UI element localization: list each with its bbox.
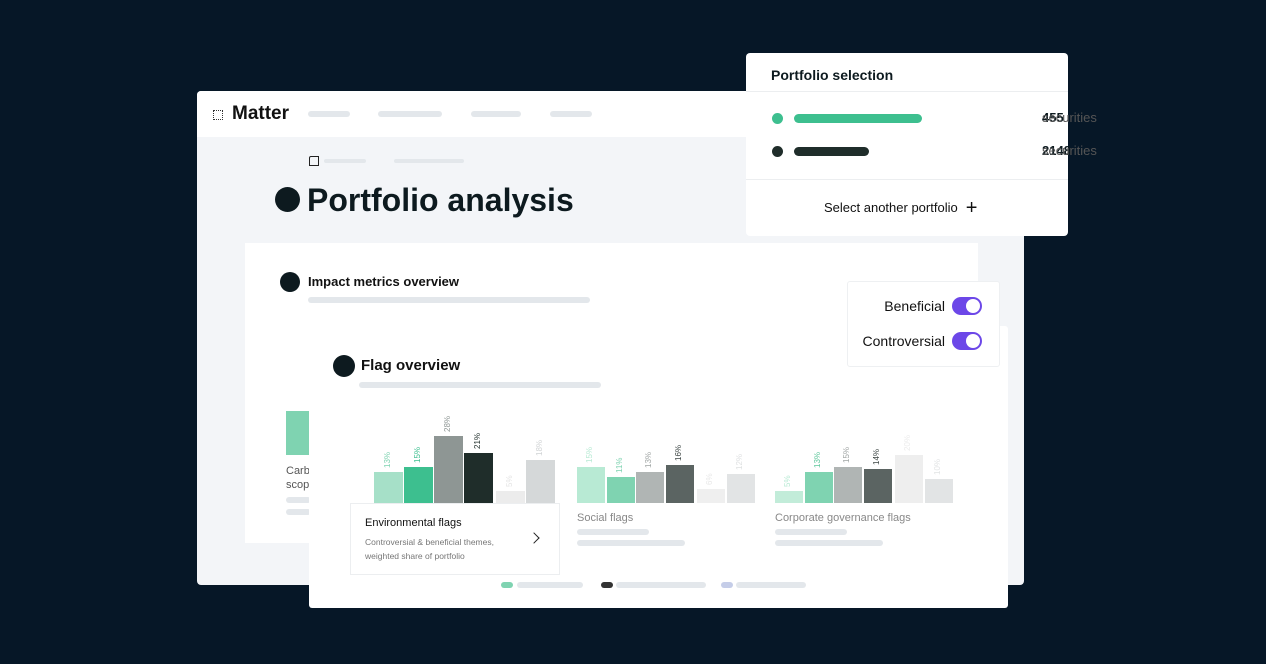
group-description: Controversial & beneficial themes, weigh… — [365, 537, 494, 561]
nav-placeholder — [471, 111, 521, 117]
plus-icon[interactable]: + — [965, 197, 978, 219]
placeholder — [359, 382, 601, 388]
flag-title: Flag overview — [361, 357, 461, 374]
unit: securities — [1042, 110, 1097, 125]
pager-dots[interactable] — [601, 582, 613, 588]
toggle-label: Beneficial — [884, 298, 945, 314]
bar — [636, 471, 664, 503]
pager-dots[interactable] — [721, 582, 733, 588]
legend-dot — [772, 113, 783, 124]
env-card — [350, 503, 560, 575]
breadcrumb — [324, 159, 366, 163]
bar-label: 13% — [812, 451, 822, 468]
bar — [834, 467, 862, 503]
bar — [606, 476, 635, 503]
toggle-label: Controversial — [862, 333, 945, 349]
placeholder — [775, 529, 847, 535]
nav-placeholder — [308, 111, 350, 117]
group-name: Corporate governance flags — [775, 512, 911, 524]
bar-label: 13% — [382, 451, 392, 468]
portfolio-card: Portfolio selection Select another portf… — [746, 53, 1097, 236]
bar — [496, 491, 525, 503]
bar-label: 14% — [871, 449, 881, 466]
portfolio-bar — [794, 114, 922, 123]
nav-placeholder — [378, 111, 442, 117]
flag-card: Flag overview 13% 15% 28% 21% 5% 18% Environme… — [309, 326, 1008, 608]
toggle[interactable] — [952, 332, 982, 350]
placeholder — [577, 529, 649, 535]
divider — [746, 179, 1068, 180]
bar-label: 13% — [644, 451, 653, 468]
bar-label: 16% — [673, 444, 683, 461]
bar — [404, 467, 433, 503]
bar — [697, 488, 725, 503]
bar-label: 15% — [842, 446, 851, 463]
bar — [726, 474, 755, 503]
truncated-text: Carb — [286, 465, 310, 477]
group-name: Environmental flags — [365, 517, 462, 529]
title-icon — [275, 187, 300, 212]
toggle[interactable] — [952, 297, 982, 315]
legend-dot — [772, 146, 783, 157]
count: 455 — [1042, 110, 1064, 125]
bar — [775, 491, 803, 503]
bar-label: 5% — [783, 475, 792, 487]
bar-label: 12% — [734, 454, 744, 471]
select-label[interactable]: Select another portfolio — [824, 200, 958, 215]
bar-label: 5% — [504, 475, 514, 487]
bar — [374, 471, 403, 503]
brand: Matter — [232, 103, 290, 124]
placeholder — [286, 509, 311, 515]
bar-label: 20% — [903, 434, 912, 451]
nav-placeholder — [550, 111, 592, 117]
bar — [577, 467, 605, 503]
count: 2148 — [1042, 143, 1071, 158]
placeholder — [308, 297, 590, 303]
bar — [526, 459, 555, 503]
pager — [616, 582, 706, 588]
bar — [804, 471, 833, 503]
home-icon — [309, 156, 319, 166]
bar-label: 15% — [585, 446, 594, 463]
bar-label: 10% — [932, 458, 942, 475]
bar-label: 15% — [412, 446, 422, 463]
divider — [746, 91, 1068, 92]
breadcrumb — [394, 159, 464, 163]
bar — [895, 455, 923, 503]
bar-label: 28% — [442, 415, 452, 432]
flag-icon — [333, 355, 355, 377]
bar — [464, 452, 493, 503]
group-name: Social flags — [577, 512, 634, 524]
impact-icon — [280, 272, 300, 292]
bar — [863, 469, 892, 503]
bar-label: 18% — [534, 439, 544, 456]
select-portfolio[interactable]: Select another portfolio + — [824, 197, 977, 220]
placeholder — [577, 540, 685, 546]
placeholder — [775, 540, 883, 546]
impact-bar — [286, 411, 310, 455]
pager-dots[interactable] — [501, 582, 513, 588]
portfolio-title: Portfolio selection — [771, 67, 894, 83]
bar-label: 21% — [472, 432, 482, 449]
bar-label: 6% — [705, 473, 714, 485]
bar — [665, 464, 694, 503]
bar — [924, 479, 953, 503]
pager — [736, 582, 806, 588]
portfolio-bar — [794, 147, 869, 156]
bar — [434, 435, 463, 503]
impact-title: Impact metrics overview — [308, 274, 460, 289]
bar-label: 11% — [614, 457, 624, 473]
unit: securities — [1042, 143, 1097, 158]
menu-icon — [213, 110, 223, 120]
page-title: Portfolio analysis — [307, 182, 574, 218]
toggle-card: Beneficial Controversial — [847, 281, 1000, 367]
placeholder — [286, 497, 311, 503]
truncated-text: scop — [286, 479, 310, 491]
pager — [517, 582, 583, 588]
